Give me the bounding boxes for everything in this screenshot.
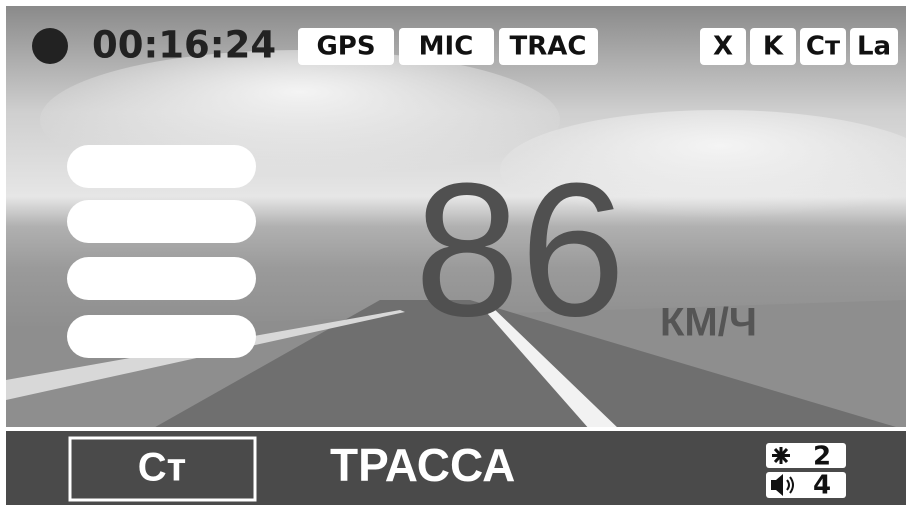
volume-level: 4 [813, 471, 831, 501]
band-label: La [857, 32, 891, 62]
speed-value: 86 [414, 144, 625, 356]
brightness-icon [772, 447, 790, 464]
recording-time: 00:16:24 [92, 24, 276, 67]
device-screen: 00:16:24 GPS MIC TRAC X K Ст La 86 КМ/Ч … [0, 0, 906, 505]
bottom-bar: Ст ТРАССА 2 4 [0, 427, 906, 505]
badge-label: MIC [419, 32, 474, 62]
speed-unit: КМ/Ч [660, 301, 757, 345]
signal-bar [67, 315, 256, 358]
signal-bar [67, 257, 256, 300]
road-mode: ТРАССА [330, 439, 515, 491]
record-dot [32, 28, 68, 64]
badge-label: GPS [316, 32, 375, 62]
badge-label: TRAC [510, 32, 587, 62]
signal-bar [67, 145, 256, 188]
brightness-level: 2 [813, 442, 831, 472]
profile: Ст [138, 446, 186, 490]
band-label: K [763, 32, 784, 62]
mode-badges: GPS MIC TRAC [298, 28, 598, 65]
band-label: X [713, 32, 733, 62]
band-label: Ст [806, 32, 840, 62]
signal-bar [67, 200, 256, 243]
